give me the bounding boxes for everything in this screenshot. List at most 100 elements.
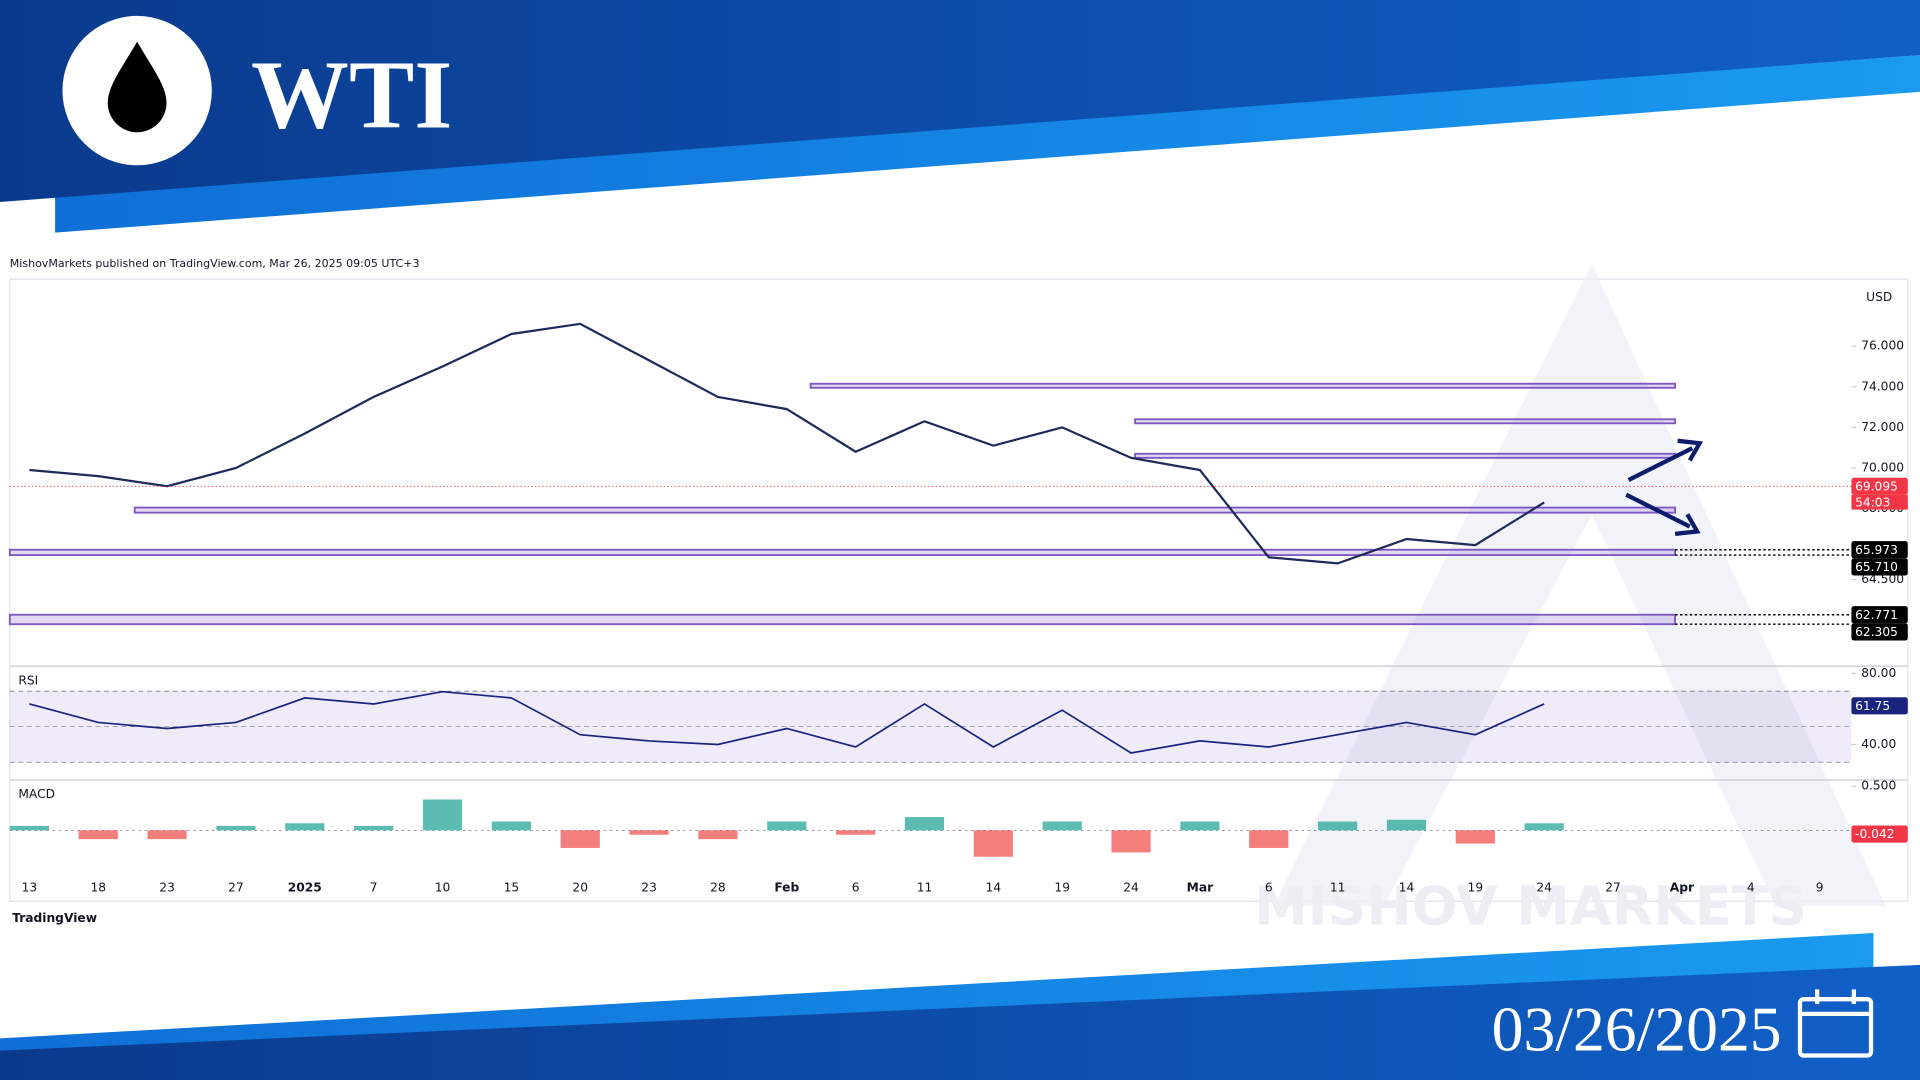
zone	[8, 548, 1677, 556]
macd-bar	[1386, 819, 1427, 831]
macd-bar	[1111, 830, 1151, 853]
x-tick-label: Feb	[774, 880, 799, 894]
header-title: WTI	[251, 41, 452, 149]
down-arrow	[1625, 492, 1701, 537]
macd-bar	[1042, 821, 1082, 831]
value-tag-bg	[1851, 541, 1908, 559]
macd-bar	[354, 825, 394, 831]
macd-bar	[1524, 823, 1564, 831]
panel-title: MACD	[18, 787, 55, 801]
currency-label: USD	[1866, 290, 1892, 304]
x-tick-label: Mar	[1187, 880, 1213, 894]
x-tick-label: 24	[1123, 880, 1139, 894]
x-tick-label: 23	[641, 880, 657, 894]
header-accent	[55, 55, 1920, 233]
value-tag: 61.75	[1855, 699, 1890, 713]
x-tick-label: 4	[1747, 880, 1755, 894]
x-tick-label: 2025	[288, 880, 322, 894]
x-tick-label: 27	[228, 880, 244, 894]
watermark-text: MISHOV MARKETS	[1254, 874, 1807, 937]
footer-accent	[0, 933, 1874, 1056]
macd-bar	[560, 830, 600, 848]
x-tick-label: 19	[1054, 880, 1070, 894]
x-tick-label: 14	[1399, 880, 1415, 894]
x-tick-label: 23	[159, 880, 175, 894]
value-tag-bg	[1851, 623, 1908, 641]
value-tag: 69.095	[1855, 479, 1898, 493]
panel-title: RSI	[18, 673, 38, 687]
footer-brand: TradingView	[12, 911, 97, 925]
macd-bar	[973, 830, 1013, 857]
macd-bar	[698, 830, 738, 840]
header-band	[0, 0, 1920, 203]
x-tick-label: 13	[22, 880, 38, 894]
macd-bar	[629, 830, 669, 835]
macd-bar	[1318, 821, 1358, 831]
value-tag: 65.710	[1855, 560, 1898, 574]
macd-bar	[285, 823, 325, 831]
x-tick-label: 18	[90, 880, 106, 894]
zone	[8, 613, 1677, 626]
y-tick-label: 40.00	[1861, 737, 1896, 751]
countdown-bg	[1851, 494, 1908, 510]
calendar-icon	[1797, 989, 1874, 1058]
x-tick-label: 9	[1816, 880, 1824, 894]
x-tick-label: 6	[852, 880, 860, 894]
macd-bar	[1180, 821, 1220, 831]
value-tag-bg	[1851, 697, 1908, 715]
macd-bar	[9, 825, 49, 831]
x-tick-label: 27	[1605, 880, 1621, 894]
footer-band	[0, 964, 1920, 1080]
attribution: MishovMarkets published on TradingView.c…	[10, 257, 420, 270]
y-tick-label: 80.00	[1861, 666, 1896, 680]
macd-bar	[1455, 830, 1495, 844]
zone	[133, 506, 1677, 514]
x-tick-label: 20	[572, 880, 588, 894]
value-tag-bg	[1851, 606, 1908, 624]
zone	[809, 382, 1677, 389]
macd-bar	[836, 830, 876, 835]
zone	[1134, 418, 1677, 425]
rsi-line	[29, 690, 1545, 754]
x-tick-label: 28	[710, 880, 726, 894]
x-tick-label: 24	[1536, 880, 1552, 894]
date: 03/26/2025	[1492, 994, 1782, 1065]
macd-bar	[904, 817, 945, 831]
countdown: 54:03	[1855, 495, 1890, 509]
macd-bar	[1249, 830, 1289, 848]
value-tag: 65.973	[1855, 543, 1898, 557]
y-tick-label: 76.000	[1861, 339, 1904, 353]
x-tick-label: 10	[435, 880, 451, 894]
y-tick-label: 0.500	[1861, 779, 1896, 793]
x-tick-label: 6	[1265, 880, 1273, 894]
macd-bar	[78, 830, 118, 840]
x-tick-label: 15	[504, 880, 520, 894]
watermark-logo	[1273, 263, 1886, 907]
x-tick-label: 11	[1330, 880, 1346, 894]
zone	[1134, 452, 1677, 459]
macd-bar	[147, 830, 187, 840]
x-tick-label: 7	[370, 880, 378, 894]
macd-bar	[216, 825, 256, 831]
macd-bar	[422, 799, 463, 831]
y-tick-label: 72.000	[1861, 420, 1904, 434]
value-tag: 62.771	[1855, 608, 1898, 622]
y-tick-label: 74.000	[1861, 379, 1904, 393]
value-tag-bg	[1851, 477, 1908, 495]
up-arrow	[1627, 438, 1704, 482]
value-tag: -0.042	[1855, 827, 1894, 841]
value-tag-bg	[1851, 825, 1908, 843]
value-tag: 62.305	[1855, 625, 1898, 639]
y-tick-label: 64.500	[1861, 572, 1904, 586]
macd-bar	[767, 821, 807, 831]
oil-drop-icon	[107, 41, 167, 133]
x-tick-label: 14	[986, 880, 1002, 894]
price-line	[29, 322, 1545, 565]
x-tick-label: 19	[1468, 880, 1484, 894]
x-tick-label: 11	[917, 880, 933, 894]
y-tick-label: 70.000	[1861, 460, 1904, 474]
plot: 76.00074.00072.00070.00068.00064.500USD6…	[8, 290, 1908, 894]
value-tag-bg	[1851, 558, 1908, 576]
